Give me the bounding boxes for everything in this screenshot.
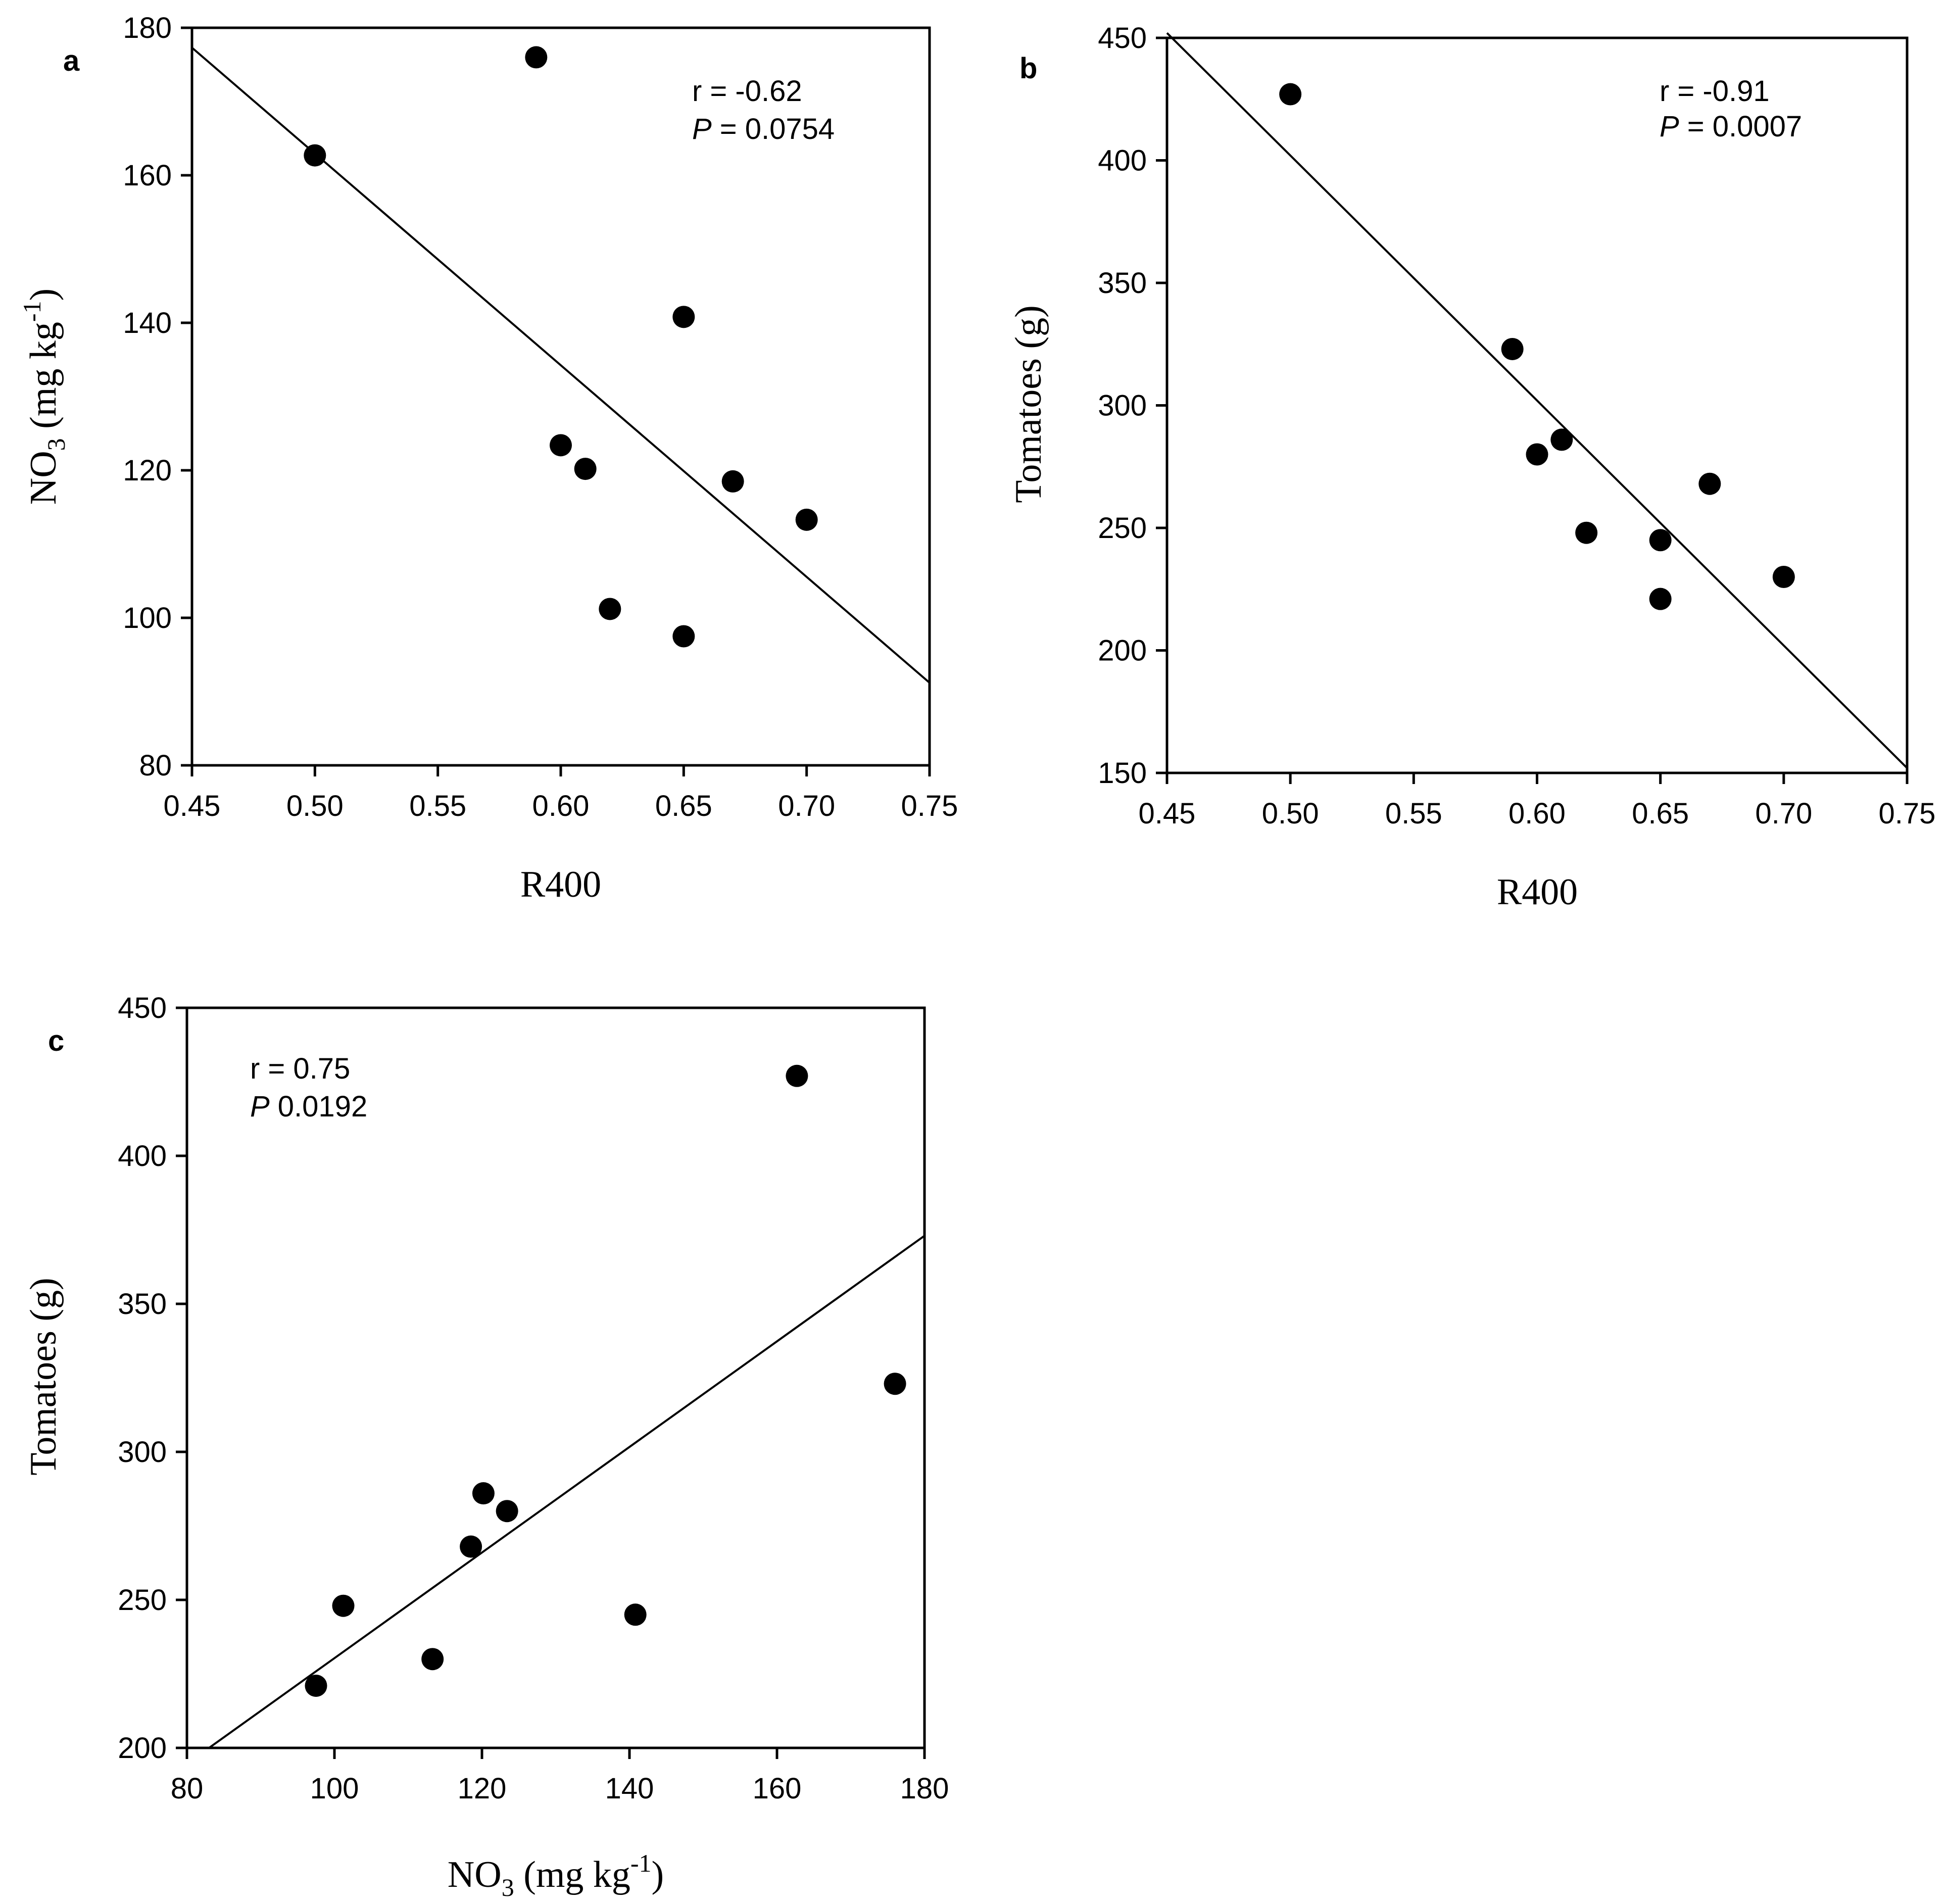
y-tick-label-c: 450 (118, 992, 167, 1024)
data-point-b (1772, 566, 1795, 588)
x-tick-label-c: 180 (900, 1772, 949, 1805)
panel-label-b: b (1019, 52, 1037, 85)
y-axis-label-c: Tomatoes (g) (23, 1278, 64, 1475)
p-value-c: P 0.0192 (250, 1090, 367, 1123)
y-tick-label-a: 120 (123, 454, 172, 487)
x-tick-label-a: 0.70 (778, 790, 835, 822)
data-point-b (1526, 443, 1548, 466)
x-tick-label-a: 0.60 (532, 790, 590, 822)
y-tick-label-b: 150 (1098, 757, 1147, 790)
data-point-a (795, 508, 818, 531)
data-point-a (672, 306, 695, 328)
y-tick-label-a: 80 (139, 749, 172, 782)
y-tick-label-c: 350 (118, 1288, 167, 1321)
data-point-c (421, 1648, 444, 1671)
data-point-b (1501, 337, 1524, 360)
panel-label-c: c (48, 1024, 64, 1057)
r-value-b: r = -0.91 (1660, 75, 1770, 108)
y-tick-label-b: 200 (1098, 634, 1147, 667)
data-point-b (1649, 588, 1672, 610)
x-tick-label-c: 160 (753, 1772, 802, 1805)
x-tick-label-c: 140 (605, 1772, 654, 1805)
x-axis-label-b: R400 (1497, 871, 1578, 913)
y-tick-label-c: 250 (118, 1584, 167, 1617)
r-value-a: r = -0.62 (692, 75, 802, 108)
data-point-c (624, 1603, 647, 1626)
panel-label-a: a (63, 44, 80, 77)
data-point-c (305, 1674, 327, 1697)
x-axis-label-c: NO3 (mg kg-1) (448, 1849, 664, 1901)
x-tick-label-a: 0.65 (655, 790, 712, 822)
y-tick-label-c: 400 (118, 1140, 167, 1173)
plot-frame-c (185, 1006, 926, 1749)
data-point-c (884, 1373, 906, 1395)
y-tick-label-b: 450 (1098, 22, 1147, 55)
y-tick-label-a: 180 (123, 12, 172, 44)
data-point-a (574, 458, 597, 480)
x-tick-label-c: 120 (458, 1772, 507, 1805)
x-tick-label-c: 80 (171, 1772, 204, 1805)
p-value-a: P = 0.0754 (692, 113, 835, 145)
p-value-b: P = 0.0007 (1660, 110, 1802, 143)
y-tick-label-a: 140 (123, 307, 172, 339)
r-value-c: r = 0.75 (250, 1052, 350, 1085)
data-point-a (721, 470, 744, 493)
data-point-b (1698, 472, 1721, 495)
y-tick-label-b: 300 (1098, 389, 1147, 422)
y-tick-label-a: 100 (123, 602, 172, 634)
y-tick-label-c: 200 (118, 1732, 167, 1765)
panel-a: 0.45 0.50 0.55 0.60 0.65 0.70 0.75 80 100 120 140 1… (18, 12, 958, 905)
data-point-a (599, 598, 621, 620)
y-tick-label-b: 400 (1098, 144, 1147, 177)
data-point-b (1649, 529, 1672, 552)
y-axis-label-a: NO3 (mg kg-1) (18, 288, 70, 505)
regression-line-c (208, 1235, 926, 1749)
data-point-c (786, 1064, 808, 1087)
data-point-c (472, 1482, 495, 1505)
x-tick-label-b: 0.50 (1262, 797, 1319, 830)
y-axis-label-b: Tomatoes (g) (1008, 305, 1049, 503)
x-tick-label-b: 0.65 (1632, 797, 1689, 830)
x-tick-label-a: 0.75 (901, 790, 958, 822)
x-tick-label-b: 0.45 (1139, 797, 1196, 830)
data-point-c (460, 1535, 482, 1558)
plot-frame-b (1165, 36, 1909, 774)
y-tick-label-b: 350 (1098, 267, 1147, 300)
x-tick-label-b: 0.55 (1385, 797, 1442, 830)
x-tick-label-b: 0.75 (1879, 797, 1936, 830)
data-point-a (304, 144, 326, 167)
panel-b: 0.45 0.50 0.55 0.60 0.65 0.70 0.75 150 200 250 300… (1008, 22, 1935, 913)
x-tick-label-b: 0.70 (1755, 797, 1812, 830)
y-tick-label-b: 250 (1098, 512, 1147, 545)
data-point-a (525, 46, 548, 69)
data-point-c (332, 1594, 355, 1617)
x-tick-label-a: 0.55 (409, 790, 466, 822)
x-axis-label-a: R400 (520, 864, 601, 905)
x-tick-label-c: 100 (310, 1772, 359, 1805)
y-tick-label-c: 300 (118, 1436, 167, 1469)
data-point-c (496, 1500, 518, 1523)
data-point-a (550, 434, 572, 457)
panel-c: 80 100 120 140 160 180 200 250 300 350 400 450 NO3 (… (23, 992, 949, 1901)
data-point-b (1550, 428, 1573, 451)
data-point-a (672, 625, 695, 648)
data-point-b (1575, 521, 1598, 544)
data-point-b (1279, 83, 1302, 106)
y-tick-label-a: 160 (123, 159, 172, 192)
x-tick-label-a: 0.50 (286, 790, 344, 822)
x-tick-label-a: 0.45 (164, 790, 221, 822)
x-tick-label-b: 0.60 (1508, 797, 1566, 830)
regression-line-b (1166, 32, 1908, 769)
